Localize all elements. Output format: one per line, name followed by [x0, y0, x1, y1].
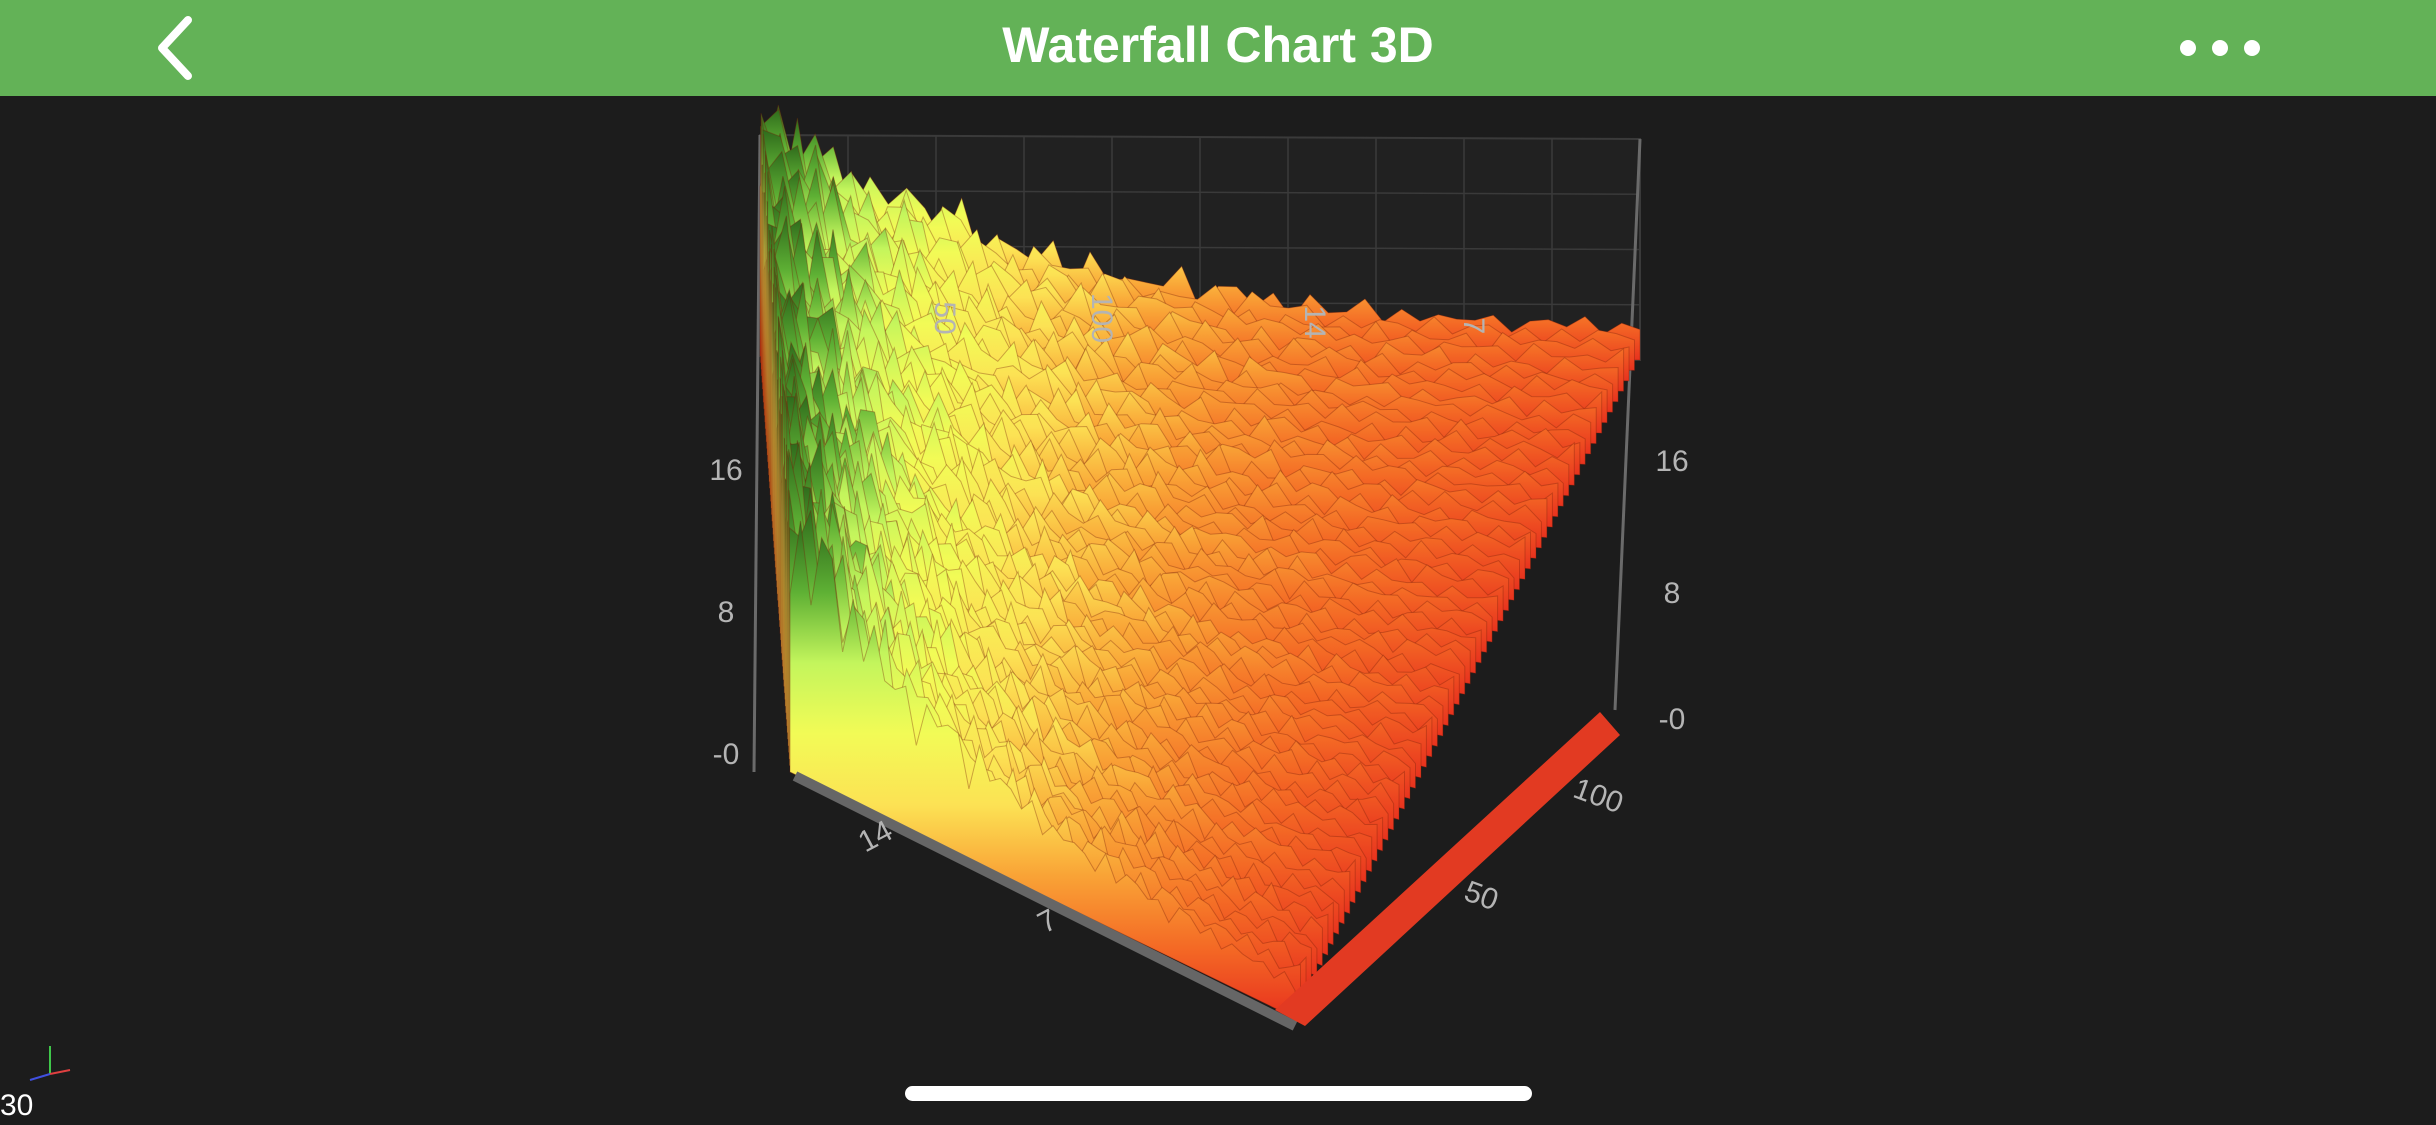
waterfall-series-slice [789, 520, 1296, 1019]
ellipsis-icon [2180, 40, 2260, 56]
top-axis-tick-label: 14 [1298, 305, 1331, 338]
navigation-bar: Waterfall Chart 3D [0, 0, 2436, 96]
xyz-axes-icon [29, 1046, 71, 1081]
back-button[interactable] [148, 14, 216, 82]
more-options-button[interactable] [2170, 22, 2270, 74]
y-axis-right-tick-label: 8 [1664, 577, 1681, 610]
z-axis-tick-label: 50 [1460, 875, 1503, 917]
waterfall-series [759, 104, 1641, 1019]
axis-gizmo [22, 1040, 72, 1084]
page-title: Waterfall Chart 3D [1002, 17, 1434, 73]
y-axis-right-tick-label: 16 [1655, 445, 1688, 478]
right-base-slab [1275, 712, 1620, 1026]
top-axis-tick-label: 7 [1457, 318, 1490, 335]
y-axis-left-tick-label: -0 [713, 738, 740, 771]
y-axis-right-tick-label: -0 [1659, 703, 1686, 736]
top-axis-tick-label: 100 [1085, 293, 1118, 343]
y-axis-left-tick-label: 8 [718, 596, 735, 629]
home-indicator[interactable] [905, 1086, 1532, 1101]
top-axis-tick-label: 50 [928, 301, 961, 334]
y-axis-left-tick-label: 16 [709, 454, 742, 487]
chevron-left-icon [158, 16, 192, 80]
left-axis-rail [752, 135, 762, 773]
front-base-rail [792, 771, 1298, 1031]
waterfall-chart-3d[interactable]: 16 16 8 8 -0 -0 14 7 100 50 50 100 14 7 [0, 96, 2436, 1125]
right-axis-rail [1613, 138, 1642, 711]
z-axis-tick-label: 100 [1569, 772, 1627, 820]
fps-counter: 30 [0, 1089, 34, 1122]
